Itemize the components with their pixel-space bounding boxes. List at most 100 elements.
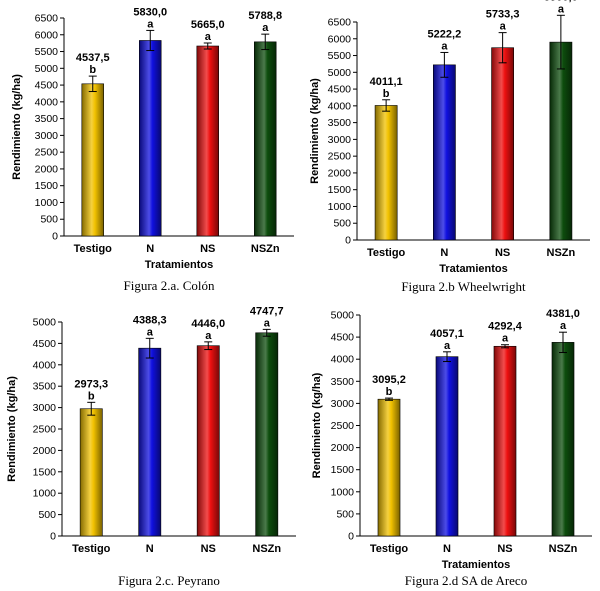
y-tick-label: 2000 — [328, 167, 352, 179]
x-tick-label: Testigo — [74, 243, 113, 255]
y-tick-label: 0 — [50, 531, 56, 543]
data-label: 2973,3 — [74, 378, 108, 390]
significance-letter: a — [264, 317, 271, 329]
y-tick-label: 4500 — [35, 80, 59, 92]
significance-letter: a — [205, 330, 212, 342]
y-tick-label: 4000 — [328, 100, 352, 112]
y-axis-title: Rendimiento (kg/ha) — [6, 376, 18, 482]
y-axis-title: Rendimiento (kg/ha) — [311, 372, 323, 478]
y-tick-label: 3000 — [331, 398, 355, 410]
y-tick-label: 2500 — [35, 147, 59, 159]
figure-caption: Figura 2.c. Peyrano — [118, 573, 220, 588]
y-tick-label: 5500 — [328, 50, 352, 62]
data-label: 4388,3 — [133, 314, 167, 326]
data-label: 4292,4 — [488, 321, 523, 333]
bar — [491, 47, 514, 241]
significance-letter: a — [502, 333, 509, 345]
y-tick-label: 2500 — [331, 420, 355, 432]
x-tick-label: N — [146, 243, 154, 255]
x-tick-label: N — [443, 543, 451, 555]
significance-letter: a — [262, 22, 269, 34]
y-tick-label: 1000 — [328, 201, 352, 213]
y-tick-label: 4000 — [35, 96, 59, 108]
y-tick-label: 6000 — [35, 29, 59, 41]
chart-panel-4: 0 500 1000 1500 2000 2500 3000 3500 4000 4500 5000… — [311, 308, 592, 588]
y-tick-label: 1000 — [33, 488, 57, 500]
chart-panel-2: 0 500 1000 1500 2000 2500 3000 3500 4000 4500 5000… — [309, 0, 590, 294]
bar — [493, 345, 517, 537]
data-label: 5733,3 — [486, 9, 520, 21]
y-tick-label: 5000 — [35, 63, 59, 75]
x-tick-label: NS — [495, 247, 510, 259]
x-tick-label: NSZn — [251, 243, 280, 255]
significance-letter: a — [441, 40, 448, 52]
y-tick-label: 2000 — [33, 445, 57, 457]
bar — [255, 332, 279, 537]
y-tick-label: 2000 — [331, 442, 355, 454]
y-tick-label: 3500 — [331, 376, 355, 388]
y-tick-label: 5000 — [328, 67, 352, 79]
figure-caption: Figura 2.b Wheelwright — [401, 279, 526, 294]
figure-caption: Figura 2.d SA de Areco — [405, 573, 527, 588]
y-tick-label: 500 — [333, 218, 351, 230]
bar — [79, 408, 103, 537]
bar — [139, 40, 162, 237]
bar — [138, 347, 162, 537]
y-tick-label: 500 — [336, 508, 354, 520]
x-tick-label: NS — [201, 543, 216, 555]
significance-letter: b — [89, 64, 96, 76]
chart-panel-3: 0 500 1000 1500 2000 2500 3000 3500 4000 4500 5000… — [6, 305, 296, 588]
data-label: 5788,8 — [248, 10, 282, 22]
y-tick-label: 2000 — [35, 163, 59, 175]
data-label: 5830,0 — [133, 6, 167, 18]
bar — [435, 356, 459, 537]
y-tick-label: 5000 — [33, 317, 57, 329]
data-label: 5222,2 — [428, 28, 462, 40]
y-tick-label: 4500 — [328, 84, 352, 96]
y-tick-label: 0 — [52, 231, 58, 243]
x-axis-title: Tratamientos — [442, 559, 510, 571]
significance-letter: a — [147, 326, 154, 338]
significance-letter: b — [88, 390, 95, 402]
x-tick-label: NS — [497, 543, 512, 555]
bar — [551, 342, 575, 537]
y-tick-label: 0 — [345, 235, 351, 247]
x-tick-label: Testigo — [370, 543, 409, 555]
bar — [549, 41, 573, 241]
x-axis-title: Tratamientos — [439, 263, 507, 275]
y-tick-label: 4500 — [331, 332, 355, 344]
data-label: 4747,7 — [250, 305, 284, 317]
data-label: 4011,1 — [370, 76, 403, 88]
data-label: 5665,0 — [191, 19, 225, 31]
x-tick-label: Testigo — [72, 543, 111, 555]
x-tick-label: N — [440, 247, 448, 259]
y-tick-label: 3000 — [33, 402, 57, 414]
significance-letter: a — [444, 340, 451, 352]
data-label: 4446,0 — [191, 318, 225, 330]
data-label: 5900,0 — [544, 0, 578, 3]
figure-caption: Figura 2.a. Colón — [124, 278, 215, 293]
y-axis-title: Rendimiento (kg/ha) — [11, 74, 23, 180]
y-tick-label: 500 — [38, 509, 56, 521]
chart-panel-1: 0 500 1000 1500 2000 2500 3000 3500 4000 4500 5000… — [11, 6, 294, 293]
data-label: 4537,5 — [76, 52, 110, 64]
bar — [196, 45, 219, 237]
x-tick-label: NSZn — [549, 543, 578, 555]
x-tick-label: NSZn — [547, 247, 576, 259]
y-tick-label: 3500 — [328, 117, 352, 129]
y-tick-label: 5500 — [35, 46, 59, 58]
x-tick-label: NS — [200, 243, 215, 255]
bar — [254, 41, 277, 237]
y-tick-label: 6500 — [35, 13, 59, 25]
y-axis-title: Rendimiento (kg/ha) — [309, 78, 321, 184]
significance-letter: a — [560, 320, 567, 332]
y-tick-label: 3500 — [33, 381, 57, 393]
bar — [196, 345, 220, 537]
x-tick-label: NSZn — [252, 543, 281, 555]
y-tick-label: 500 — [40, 214, 58, 226]
y-tick-label: 1500 — [33, 466, 57, 478]
y-tick-label: 1500 — [328, 184, 352, 196]
x-axis-title: Tratamientos — [145, 259, 213, 271]
y-tick-label: 6500 — [328, 17, 352, 29]
